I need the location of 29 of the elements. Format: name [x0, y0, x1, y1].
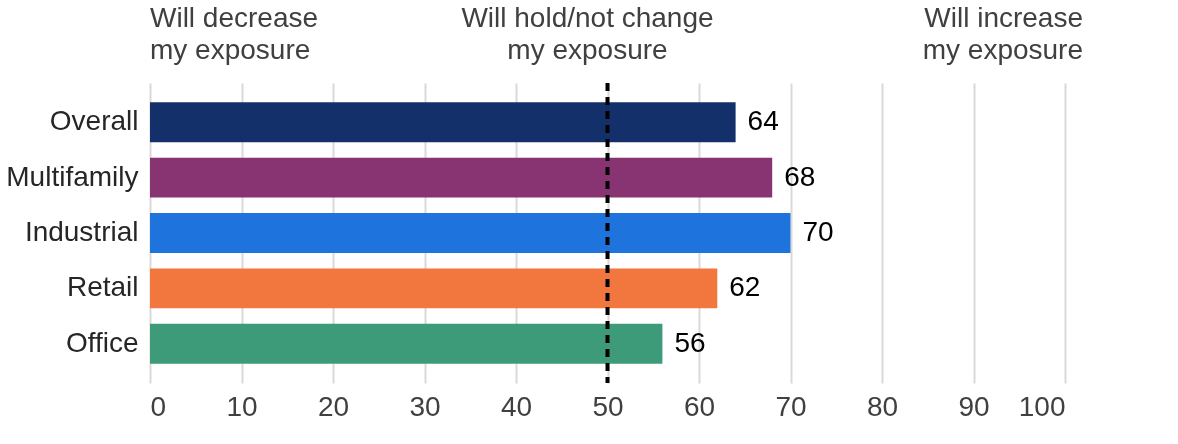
data-label: 56 [674, 326, 706, 358]
y-tick-label: Retail [66, 271, 139, 303]
x-tick-label: 80 [866, 390, 899, 422]
data-label: 64 [747, 105, 779, 137]
bar [150, 268, 718, 309]
x-tick-label: 60 [683, 390, 716, 422]
text: Will hold/not change my exposure [461, 2, 714, 65]
x-tick-label: 20 [317, 390, 350, 422]
data-label: 62 [729, 271, 761, 303]
data-label: 70 [802, 216, 834, 247]
y-tick-label: Overall [49, 105, 139, 137]
x-tick-label: 30 [409, 390, 441, 422]
text: Will decrease my exposure [150, 2, 319, 65]
x-tick-label: 70 [775, 390, 807, 422]
bar [150, 323, 663, 364]
y-tick-label: Multifamily [6, 160, 139, 192]
bar [150, 102, 736, 143]
text: Will increase my exposure [922, 2, 1083, 65]
x-tick-label: 10 [226, 390, 258, 422]
x-tick-label: 50 [592, 390, 624, 422]
bar [150, 157, 773, 198]
bar [150, 213, 791, 253]
x-tick-label: 100 [1018, 390, 1066, 422]
data-label: 68 [784, 160, 816, 192]
x-tick-label: 90 [958, 390, 990, 422]
y-tick-label: Office [65, 326, 139, 358]
x-tick-label: 40 [500, 390, 533, 422]
x-tick-label: 0 [150, 390, 167, 422]
y-tick-label: Industrial [24, 216, 139, 247]
